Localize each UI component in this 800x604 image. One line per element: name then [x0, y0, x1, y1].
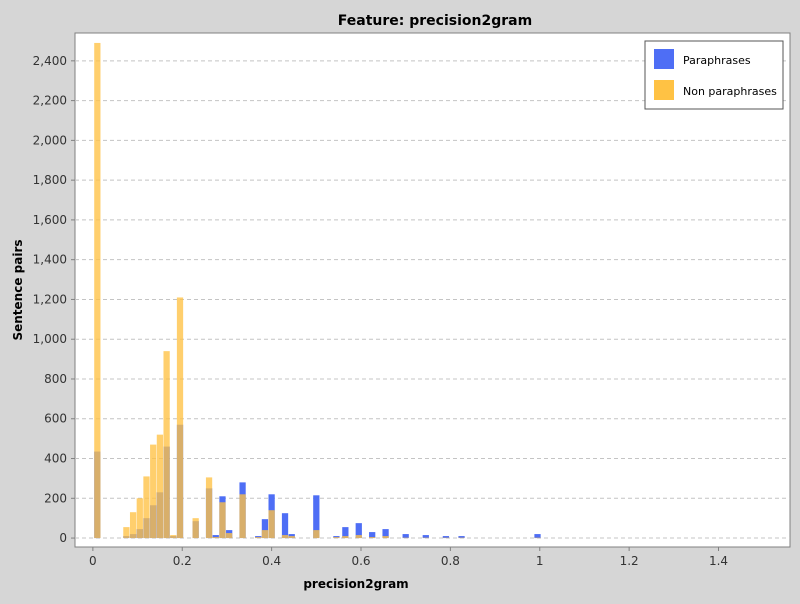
legend: Paraphrases Non paraphrases: [645, 41, 783, 109]
bar-non-paraphrases: [193, 518, 199, 538]
x-tick-label: 0: [89, 554, 97, 568]
bar-non-paraphrases: [333, 537, 339, 538]
y-tick-label: 1,400: [33, 253, 67, 267]
bar-non-paraphrases: [239, 494, 245, 538]
x-tick-label: 0.4: [262, 554, 281, 568]
x-tick-label: 1.4: [709, 554, 728, 568]
legend-swatch-non-paraphrases: [654, 80, 674, 100]
bar-paraphrases: [423, 535, 429, 538]
x-tick-label: 1.2: [620, 554, 639, 568]
x-tick-label: 0.8: [441, 554, 460, 568]
bar-non-paraphrases: [170, 535, 176, 538]
x-tick-label: 0.6: [351, 554, 370, 568]
bar-non-paraphrases: [143, 476, 149, 538]
bar-non-paraphrases: [177, 297, 183, 538]
y-tick-label: 2,200: [33, 94, 67, 108]
bar-non-paraphrases: [157, 435, 163, 538]
y-tick-label: 1,600: [33, 213, 67, 227]
bar-non-paraphrases: [213, 537, 219, 538]
x-axis-label: precision2gram: [303, 577, 408, 591]
bar-non-paraphrases: [226, 533, 232, 538]
bar-non-paraphrases: [219, 502, 225, 538]
legend-label-non-paraphrases: Non paraphrases: [683, 85, 777, 98]
y-tick-label: 1,200: [33, 292, 67, 306]
bar-paraphrases: [403, 534, 409, 538]
y-tick-label: 200: [44, 491, 67, 505]
bar-non-paraphrases: [163, 351, 169, 538]
bar-non-paraphrases: [289, 536, 295, 538]
y-tick-label: 1,000: [33, 332, 67, 346]
bar-non-paraphrases: [356, 535, 362, 538]
bar-non-paraphrases: [382, 536, 388, 538]
bar-non-paraphrases: [206, 477, 212, 538]
bar-non-paraphrases: [342, 536, 348, 538]
x-tick-label: 0.2: [173, 554, 192, 568]
bar-non-paraphrases: [268, 510, 274, 538]
y-tick-label: 800: [44, 372, 67, 386]
bar-non-paraphrases: [137, 498, 143, 538]
y-tick-label: 1,800: [33, 173, 67, 187]
bar-paraphrases: [282, 513, 288, 538]
legend-label-paraphrases: Paraphrases: [683, 54, 751, 67]
x-tick-label: 1: [536, 554, 544, 568]
bar-paraphrases: [534, 534, 540, 538]
y-axis-label: Sentence pairs: [11, 239, 25, 340]
bar-non-paraphrases: [255, 537, 261, 538]
bar-non-paraphrases: [150, 445, 156, 538]
bar-non-paraphrases: [130, 512, 136, 538]
bar-non-paraphrases: [123, 527, 129, 538]
y-tick-label: 2,400: [33, 54, 67, 68]
legend-swatch-paraphrases: [654, 49, 674, 69]
bar-non-paraphrases: [282, 535, 288, 538]
bar-non-paraphrases: [94, 43, 100, 538]
chart-title: Feature: precision2gram: [338, 13, 532, 29]
y-tick-label: 2,000: [33, 133, 67, 147]
bar-non-paraphrases: [262, 530, 268, 538]
bar-non-paraphrases: [313, 530, 319, 538]
y-tick-label: 600: [44, 412, 67, 426]
bar-non-paraphrases: [369, 537, 375, 538]
y-tick-label: 400: [44, 452, 67, 466]
y-tick-label: 0: [59, 531, 67, 545]
